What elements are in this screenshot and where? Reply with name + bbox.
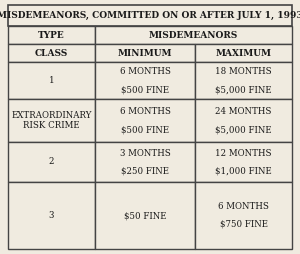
Bar — [8, 26, 95, 44]
Text: $750 FINE: $750 FINE — [220, 220, 268, 229]
Text: 6 MONTHS: 6 MONTHS — [120, 67, 170, 76]
Bar — [95, 44, 195, 62]
Bar — [8, 99, 95, 142]
Text: 18 MONTHS: 18 MONTHS — [215, 67, 272, 76]
Text: 6 MONTHS: 6 MONTHS — [218, 202, 269, 211]
Text: $500 FINE: $500 FINE — [121, 125, 169, 134]
Text: TYPE: TYPE — [38, 30, 65, 40]
Text: $1,000 FINE: $1,000 FINE — [215, 167, 272, 176]
Text: MINIMUM: MINIMUM — [118, 49, 172, 57]
Text: 1: 1 — [49, 76, 54, 85]
Bar — [95, 26, 292, 44]
Bar — [195, 182, 292, 249]
Text: 3 MONTHS: 3 MONTHS — [120, 149, 170, 157]
Text: 12 MONTHS: 12 MONTHS — [215, 149, 272, 157]
Text: MISDEMEANORS, COMMITTED ON OR AFTER JULY 1, 1993: MISDEMEANORS, COMMITTED ON OR AFTER JULY… — [0, 11, 300, 20]
Text: $250 FINE: $250 FINE — [121, 167, 169, 176]
Bar — [195, 99, 292, 142]
Text: $5,000 FINE: $5,000 FINE — [215, 85, 272, 94]
Bar — [195, 142, 292, 182]
Bar — [8, 44, 95, 62]
Bar — [195, 62, 292, 99]
Bar — [8, 62, 95, 99]
Bar — [8, 5, 292, 26]
Bar — [95, 99, 195, 142]
Bar — [195, 44, 292, 62]
Bar — [8, 142, 95, 182]
Text: MISDEMEANORS: MISDEMEANORS — [149, 30, 238, 40]
Text: $500 FINE: $500 FINE — [121, 85, 169, 94]
Text: CLASS: CLASS — [35, 49, 68, 57]
Text: MAXIMUM: MAXIMUM — [215, 49, 272, 57]
Text: 24 MONTHS: 24 MONTHS — [215, 107, 272, 116]
Bar — [95, 142, 195, 182]
Bar — [8, 182, 95, 249]
Text: EXTRAORDINARY
RISK CRIME: EXTRAORDINARY RISK CRIME — [11, 111, 92, 130]
Text: $50 FINE: $50 FINE — [124, 211, 166, 220]
Bar — [95, 182, 195, 249]
Text: 6 MONTHS: 6 MONTHS — [120, 107, 170, 116]
Bar — [95, 62, 195, 99]
Text: 3: 3 — [49, 211, 54, 220]
Text: 2: 2 — [49, 157, 54, 167]
Text: $5,000 FINE: $5,000 FINE — [215, 125, 272, 134]
